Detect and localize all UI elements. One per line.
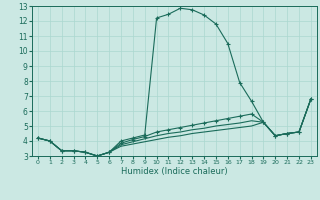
X-axis label: Humidex (Indice chaleur): Humidex (Indice chaleur): [121, 167, 228, 176]
